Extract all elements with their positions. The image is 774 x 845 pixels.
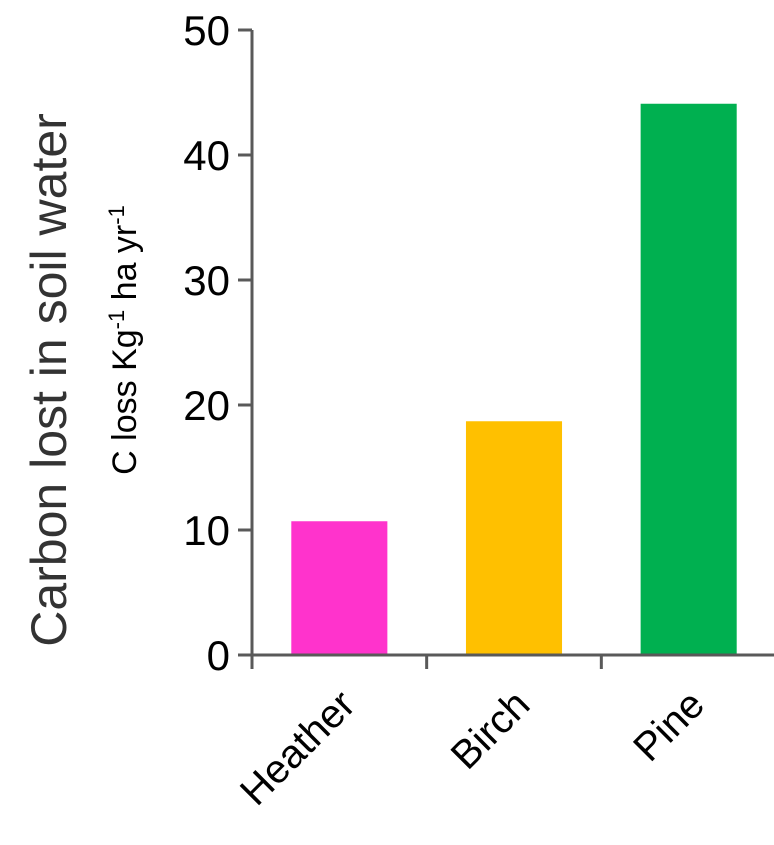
outer-label: Carbon lost in soil water: [21, 113, 77, 647]
x-tick-labels: Heather Birch Pine: [232, 682, 713, 814]
x-tick-label-birch: Birch: [443, 682, 539, 778]
y-tick-label: 0: [207, 632, 230, 679]
y-tick-label: 30: [183, 257, 230, 304]
y-tick-label: 50: [183, 7, 230, 54]
x-tick-label-heather: Heather: [232, 682, 364, 814]
y-axis-label: C loss Kg-1 ha yr-1: [104, 205, 144, 475]
bars: [291, 103, 737, 655]
y-ticks: 0 10 20 30 40 50: [183, 7, 252, 679]
y-axis-label-sup1: -1: [104, 310, 129, 330]
y-tick-label: 40: [183, 132, 230, 179]
bar-pine: [640, 103, 737, 655]
bar-birch: [465, 421, 563, 655]
y-axis-label-main: C loss Kg: [106, 329, 144, 475]
x-tick-label-pine: Pine: [625, 682, 713, 770]
bar-heather: [291, 521, 388, 655]
y-axis-label-mid: ha yr: [106, 225, 144, 310]
y-axis-label-sup2: -1: [104, 205, 129, 225]
axes: [250, 30, 774, 669]
y-tick-label: 20: [183, 382, 230, 429]
y-tick-label: 10: [183, 507, 230, 554]
